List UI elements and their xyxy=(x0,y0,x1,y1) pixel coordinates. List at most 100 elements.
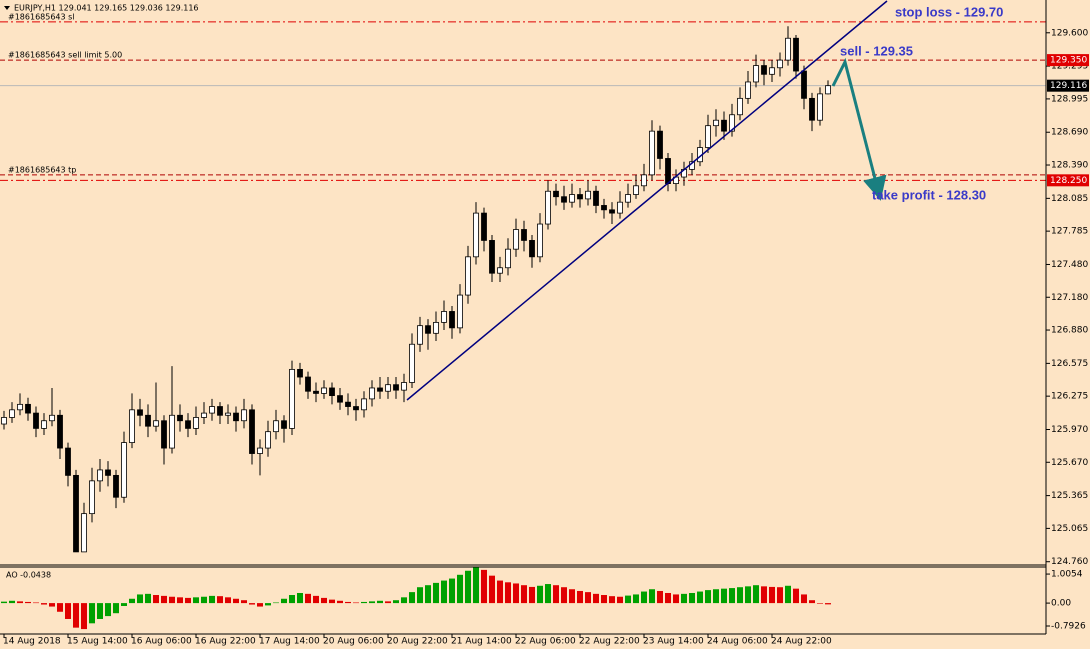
y-tick-label: 128.995 xyxy=(1051,94,1088,104)
ao-bar xyxy=(385,601,391,604)
candle-body xyxy=(217,406,223,416)
y-tick-label: -0.7926 xyxy=(1051,621,1086,631)
ao-bar xyxy=(665,592,671,604)
ao-bar xyxy=(281,598,287,604)
ao-bar xyxy=(777,587,783,604)
candle-body xyxy=(497,267,503,274)
level-label: #1861685643 tp xyxy=(8,165,76,174)
ao-bar xyxy=(241,600,247,604)
candle-body xyxy=(281,420,287,429)
candle-body xyxy=(201,412,207,418)
candle-body xyxy=(785,37,791,61)
candle-body xyxy=(609,209,615,214)
candle-body xyxy=(297,368,303,378)
ao-bar xyxy=(273,602,279,604)
candle-body xyxy=(65,447,71,476)
ao-bar xyxy=(201,596,207,604)
candle-body xyxy=(161,420,167,449)
candle-body xyxy=(793,37,799,72)
ao-bar xyxy=(313,595,319,604)
ao-bar xyxy=(537,585,543,604)
ao-bar xyxy=(249,603,255,605)
candle-body xyxy=(177,414,183,422)
candle-body xyxy=(449,311,455,329)
candle-body xyxy=(801,70,807,99)
candle-body xyxy=(49,414,55,422)
x-tick-label: 22 Aug 06:00 xyxy=(515,637,576,647)
ao-bar xyxy=(25,601,31,604)
ao-bar xyxy=(105,603,111,617)
y-tick-label: 125.065 xyxy=(1051,524,1088,534)
candle-body xyxy=(817,93,823,121)
indicator-label: AO -0.0438 xyxy=(6,571,51,580)
y-tick-label: 128.085 xyxy=(1051,194,1088,204)
candle-body xyxy=(705,125,711,148)
ao-bar xyxy=(465,570,471,604)
candle-body xyxy=(121,442,127,498)
ao-bar xyxy=(505,582,511,604)
candles xyxy=(1,26,831,553)
price-tag xyxy=(1047,54,1089,67)
candle-body xyxy=(433,321,439,334)
ao-bar xyxy=(257,603,263,607)
y-tick-label: 0.00 xyxy=(1051,599,1071,609)
ao-bar xyxy=(153,595,159,604)
candle-body xyxy=(273,420,279,433)
ao-bar xyxy=(57,603,63,612)
y-tick-label: 129.295 xyxy=(1051,62,1088,72)
candle-body xyxy=(417,325,423,345)
candle-body xyxy=(753,65,759,83)
ao-bar xyxy=(49,603,55,607)
x-tick-label: 20 Aug 06:00 xyxy=(323,637,384,647)
x-tick-label: 17 Aug 14:00 xyxy=(259,637,320,647)
ao-bar xyxy=(441,580,447,604)
candle-body xyxy=(89,480,95,515)
ao-bar xyxy=(353,602,359,604)
ao-bar xyxy=(425,585,431,604)
ao-bar xyxy=(297,592,303,604)
candle-body xyxy=(345,401,351,407)
ao-bar xyxy=(401,597,407,604)
ao-bar xyxy=(377,600,383,604)
ao-bar xyxy=(33,602,39,604)
ao-bar xyxy=(473,567,479,604)
y-tick-label: 127.480 xyxy=(1051,260,1088,270)
candle-body xyxy=(81,513,87,553)
candle-body xyxy=(137,409,143,416)
candle-body xyxy=(489,240,495,274)
candle-body xyxy=(809,97,815,121)
price-tag xyxy=(1047,79,1089,92)
candle-body xyxy=(617,201,623,214)
ao-bar xyxy=(705,590,711,604)
ao-bar xyxy=(145,593,151,604)
ao-bar xyxy=(225,597,231,604)
ao-bar xyxy=(361,601,367,604)
candle-body xyxy=(385,384,391,392)
candle-body xyxy=(1,417,7,425)
y-tick-label: 127.180 xyxy=(1051,293,1088,303)
ao-bar xyxy=(409,592,415,604)
candle-body xyxy=(25,403,31,414)
candle-body xyxy=(441,311,447,323)
price-tag xyxy=(1047,174,1089,187)
ao-bar xyxy=(329,599,335,604)
candle-body xyxy=(425,325,431,334)
ao-bar xyxy=(633,594,639,604)
ao-bar xyxy=(801,594,807,604)
ao-bar xyxy=(593,593,599,604)
candle-body xyxy=(393,384,399,391)
ao-bar xyxy=(169,596,175,604)
y-tick-label: 128.390 xyxy=(1051,161,1088,171)
candle-body xyxy=(513,229,519,250)
ao-bar xyxy=(289,595,295,604)
candle-body xyxy=(369,387,375,400)
candle-body xyxy=(9,409,15,418)
x-tick-label: 23 Aug 14:00 xyxy=(643,637,704,647)
candle-body xyxy=(633,185,639,195)
y-tick-label: 127.785 xyxy=(1051,227,1088,237)
candle-body xyxy=(313,390,319,394)
y-tick-label: 1.0054 xyxy=(1051,570,1083,580)
ao-bar xyxy=(209,595,215,604)
